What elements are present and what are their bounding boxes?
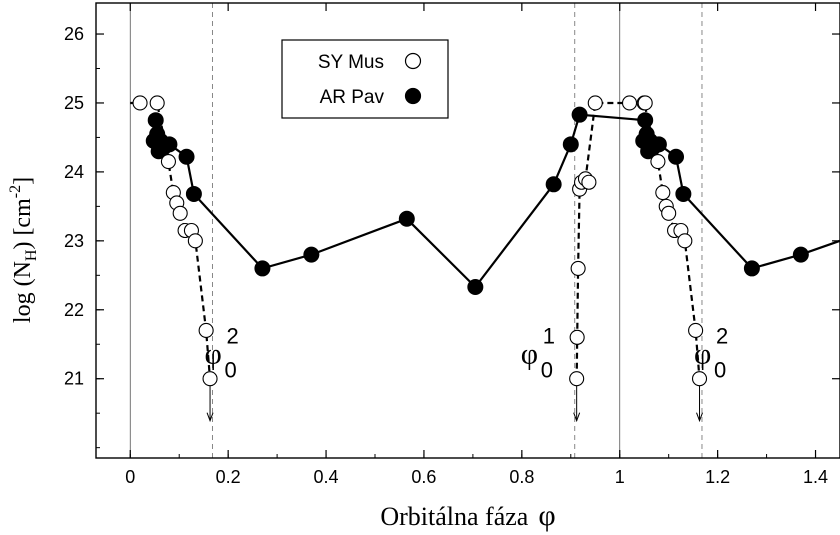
sy-mus-point: [570, 260, 586, 276]
phase-symbol: φ: [694, 337, 711, 370]
phase-symbol: φ: [521, 337, 538, 370]
ar-pav-point: [545, 176, 562, 193]
x-tick-label: 0.8: [509, 467, 534, 487]
ar-pav-point: [675, 185, 692, 202]
phase-subscript: 0: [714, 357, 726, 382]
x-tick-label: 0.6: [411, 467, 436, 487]
phase-superscript: 2: [226, 323, 238, 348]
phase-superscript: 1: [543, 323, 555, 348]
y-axis-title: log (NH) [cm-2]: [7, 177, 40, 323]
ar-pav-point: [668, 148, 685, 165]
x-tick-label: 0.2: [216, 467, 241, 487]
phase-annotation-2: φ2 0: [694, 323, 728, 382]
legend-box: [281, 39, 449, 119]
upper-limit-arrowhead-1: [573, 412, 581, 423]
y-tick-label: 25: [64, 93, 84, 113]
sy-mus-point: [132, 95, 148, 111]
y-tick-label: 23: [64, 231, 84, 251]
sy-mus-point: [187, 233, 203, 249]
sy-mus-point: [198, 322, 214, 339]
ar-pav-point: [147, 112, 164, 129]
sy-mus-point: [202, 371, 218, 387]
x-tick-label: 1.4: [803, 467, 828, 487]
x-axis-title: Orbitálna fáza φ: [380, 499, 555, 532]
ar-pav-line: [152, 113, 840, 289]
ar-pav-point: [398, 210, 415, 227]
sy-mus-point: [172, 205, 188, 221]
phase-superscript: 2: [716, 323, 728, 348]
x-tick-label: 1.2: [705, 467, 730, 487]
phase-subscript: 0: [541, 357, 553, 382]
sy-mus-line-1: [130, 101, 212, 379]
sy-mus-point: [677, 233, 693, 249]
upper-limit-arrowhead-2: [696, 412, 703, 423]
sy-mus-point: [621, 95, 638, 111]
legend-label-ar-pav: AR Pav: [320, 87, 385, 108]
axes-frame: [95, 2, 840, 459]
sy-mus-point: [569, 371, 585, 387]
legend-marker-sy-mus: [404, 52, 422, 70]
legend: SY Mus AR Pav: [281, 39, 449, 119]
plot-area: [129, 3, 840, 458]
y-tick-label: 21: [64, 369, 84, 389]
ar-pav-point: [650, 136, 667, 153]
sy-mus-point: [587, 95, 603, 111]
sy-mus-point: [569, 329, 585, 345]
ar-pav-point: [161, 136, 178, 153]
ar-pav-point: [637, 112, 654, 129]
sy-mus-point: [691, 371, 708, 387]
phase-annotation-0: φ2 0: [204, 323, 238, 382]
x-tick-label: 1: [615, 467, 625, 487]
phase-annotation-1: φ1 0: [521, 323, 555, 382]
legend-marker-ar-pav: [404, 87, 422, 105]
y-tick-label: 22: [64, 300, 84, 320]
ar-pav-point: [792, 246, 809, 263]
sy-mus-point: [661, 205, 677, 221]
phase-symbol: φ: [204, 337, 221, 370]
x-tick-label: 0: [125, 467, 135, 487]
ar-pav-point: [303, 246, 320, 263]
phase-subscript: 0: [224, 357, 236, 382]
sy-mus-line-2: [575, 101, 701, 379]
sy-mus-point: [581, 174, 597, 190]
y-tick-label: 24: [64, 162, 84, 182]
sy-mus-point: [149, 95, 165, 111]
ar-pav-point: [571, 106, 588, 123]
sy-mus-point: [637, 95, 653, 111]
x-tick-label: 0.4: [314, 467, 339, 487]
ar-pav-point: [185, 185, 202, 202]
ar-pav-point: [467, 279, 484, 296]
ar-pav-point: [743, 260, 760, 277]
ar-pav-point: [254, 260, 271, 277]
plot-clip-group: [129, 3, 840, 458]
sy-mus-point: [160, 154, 176, 170]
sy-mus-point: [655, 185, 671, 201]
legend-label-sy-mus: SY Mus: [318, 52, 384, 73]
sy-mus-point: [650, 154, 666, 170]
upper-limit-arrowhead-0: [206, 412, 214, 423]
y-tick-label: 26: [64, 24, 84, 44]
ar-pav-point: [562, 136, 579, 153]
sy-mus-point: [688, 322, 704, 339]
ar-pav-point: [178, 148, 195, 165]
